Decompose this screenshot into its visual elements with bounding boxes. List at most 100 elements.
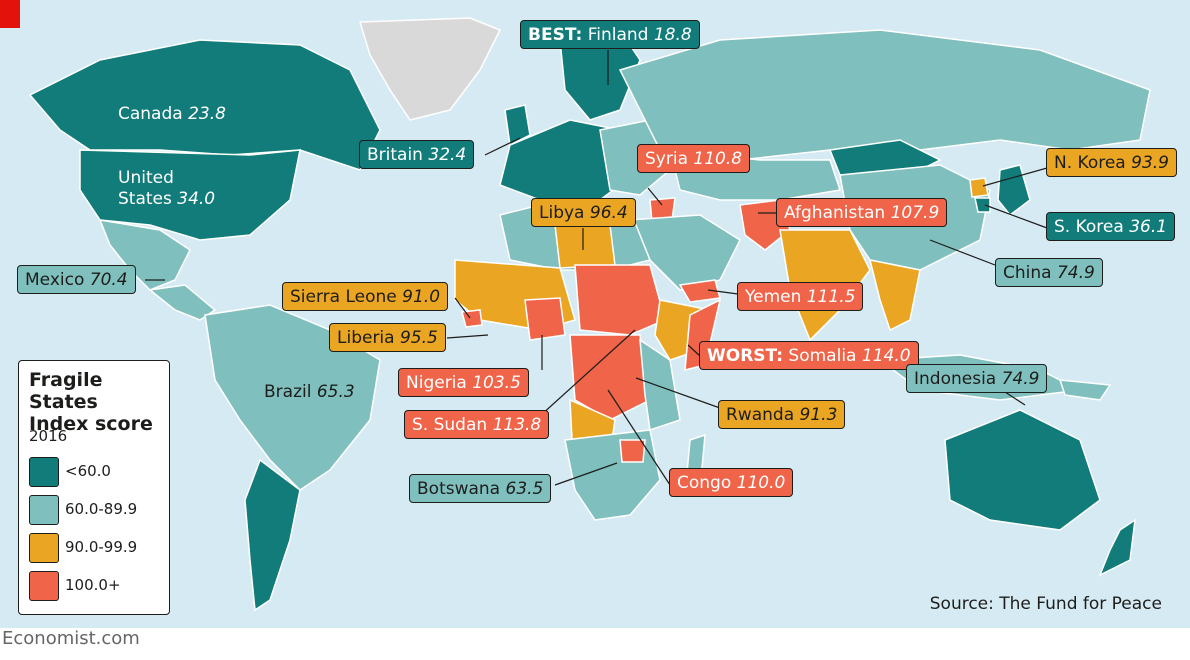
- region-sierra-leone: [461, 309, 483, 328]
- label-somalia-value: 114.0: [861, 346, 911, 366]
- label-libya: Libya 96.4: [531, 198, 636, 227]
- region-russia: [618, 29, 1151, 161]
- label-usa: United States 34.0: [118, 168, 215, 210]
- legend-label-4: 100.0+: [65, 576, 121, 594]
- label-finland-name: Finland: [587, 25, 649, 45]
- label-afghanistan: Afghanistan 107.9: [776, 198, 948, 227]
- label-n-korea: N. Korea 93.9: [1046, 148, 1177, 177]
- source-note: Source: The Fund for Peace: [929, 594, 1162, 614]
- brand-footer: Economist.com: [2, 628, 140, 649]
- region-mexico: [98, 219, 191, 291]
- legend-title-line1: Fragile States: [29, 369, 103, 413]
- region-australia: [944, 409, 1101, 531]
- legend: Fragile States Index score 2016 <60.0 60…: [18, 360, 170, 615]
- label-brazil-name: Brazil: [264, 382, 312, 402]
- label-liberia-name: Liberia: [337, 328, 395, 348]
- label-indonesia-name: Indonesia: [914, 369, 997, 389]
- label-s-sudan: S. Sudan 113.8: [404, 410, 550, 439]
- label-syria-value: 110.8: [693, 149, 743, 169]
- region-japan: [997, 164, 1031, 217]
- label-congo-value: 110.0: [736, 473, 786, 493]
- label-nigeria-name: Nigeria: [406, 373, 467, 393]
- label-britain-value: 32.4: [428, 145, 467, 165]
- label-s-sudan-name: S. Sudan: [412, 415, 488, 435]
- label-britain-name: Britain: [367, 145, 423, 165]
- region-north-korea: [969, 177, 989, 198]
- legend-swatch-2: [29, 495, 59, 525]
- region-greenland: [358, 17, 502, 121]
- label-rwanda: Rwanda 91.3: [718, 400, 846, 429]
- label-finland: BEST: Finland 18.8: [520, 20, 700, 49]
- region-papua-new-guinea: [1058, 379, 1112, 401]
- label-n-korea-name: N. Korea: [1054, 153, 1126, 173]
- label-brazil: Brazil 65.3: [264, 382, 355, 403]
- label-n-korea-value: 93.9: [1131, 153, 1169, 173]
- region-usa: [79, 149, 301, 241]
- label-indonesia: Indonesia 74.9: [906, 364, 1048, 393]
- label-libya-value: 96.4: [589, 203, 628, 223]
- legend-swatch-3: [29, 533, 59, 563]
- region-britain: [504, 104, 531, 147]
- legend-title-line2: Index score: [29, 413, 153, 435]
- label-nigeria: Nigeria 103.5: [398, 368, 529, 397]
- label-rwanda-value: 91.3: [799, 405, 838, 425]
- region-new-zealand: [1098, 518, 1136, 577]
- label-afghanistan-name: Afghanistan: [784, 203, 886, 223]
- region-yemen: [678, 279, 721, 303]
- region-sahel: [574, 264, 666, 336]
- label-yemen-name: Yemen: [745, 287, 802, 307]
- label-libya-name: Libya: [539, 203, 585, 223]
- label-mexico-value: 70.4: [89, 270, 128, 290]
- region-southern-africa: [564, 429, 661, 521]
- brand-accent-bar: [0, 0, 20, 28]
- label-sierra-leone-name: Sierra Leone: [290, 287, 397, 307]
- label-somalia-prefix: WORST:: [707, 346, 784, 366]
- legend-title: Fragile States Index score: [29, 369, 169, 435]
- legend-swatch-4: [29, 571, 59, 601]
- label-liberia-value: 95.5: [399, 328, 438, 348]
- label-indonesia-value: 74.9: [1001, 369, 1040, 389]
- label-somalia-name: Somalia: [788, 346, 857, 366]
- label-sierra-leone: Sierra Leone 91.0: [282, 282, 449, 311]
- label-china: China 74.9: [995, 258, 1103, 287]
- label-usa-name-line1: United: [118, 168, 174, 188]
- region-southeast-asia: [868, 259, 921, 332]
- legend-label-1: <60.0: [65, 462, 111, 480]
- label-canada-value: 23.8: [188, 104, 226, 124]
- label-s-korea: S. Korea 36.1: [1046, 212, 1176, 241]
- region-south-korea: [974, 197, 991, 213]
- label-mexico-name: Mexico: [25, 270, 85, 290]
- region-libya: [554, 224, 616, 269]
- label-mexico: Mexico 70.4: [17, 265, 136, 294]
- label-china-name: China: [1003, 263, 1052, 283]
- label-congo: Congo 110.0: [669, 468, 794, 497]
- label-congo-name: Congo: [677, 473, 732, 493]
- label-rwanda-name: Rwanda: [726, 405, 795, 425]
- label-finland-value: 18.8: [653, 25, 692, 45]
- label-syria: Syria 110.8: [637, 144, 751, 173]
- label-botswana-name: Botswana: [417, 479, 501, 499]
- label-nigeria-value: 103.5: [472, 373, 521, 393]
- legend-swatch-1: [29, 457, 59, 487]
- label-somalia: WORST: Somalia 114.0: [699, 341, 919, 370]
- region-central-africa: [569, 334, 651, 421]
- label-finland-prefix: BEST:: [528, 25, 583, 45]
- label-liberia: Liberia 95.5: [329, 323, 446, 352]
- label-s-korea-value: 36.1: [1129, 217, 1168, 237]
- label-syria-name: Syria: [645, 149, 688, 169]
- region-nigeria: [524, 297, 566, 341]
- label-britain: Britain 32.4: [359, 140, 475, 169]
- label-brazil-value: 65.3: [316, 382, 355, 402]
- label-usa-value: 34.0: [177, 189, 216, 209]
- label-botswana: Botswana 63.5: [409, 474, 552, 503]
- label-sierra-leone-value: 91.0: [402, 287, 441, 307]
- legend-label-2: 60.0-89.9: [65, 500, 138, 518]
- label-canada-name: Canada: [118, 104, 183, 124]
- label-botswana-value: 63.5: [505, 479, 544, 499]
- label-afghanistan-value: 107.9: [890, 203, 940, 223]
- label-usa-name-line2: States: [118, 189, 172, 209]
- map-area: Canada 23.8 United States 34.0 Brazil 65…: [0, 0, 1190, 628]
- label-s-sudan-value: 113.8: [492, 415, 542, 435]
- region-zimbabwe: [619, 439, 646, 463]
- label-china-value: 74.9: [1056, 263, 1095, 283]
